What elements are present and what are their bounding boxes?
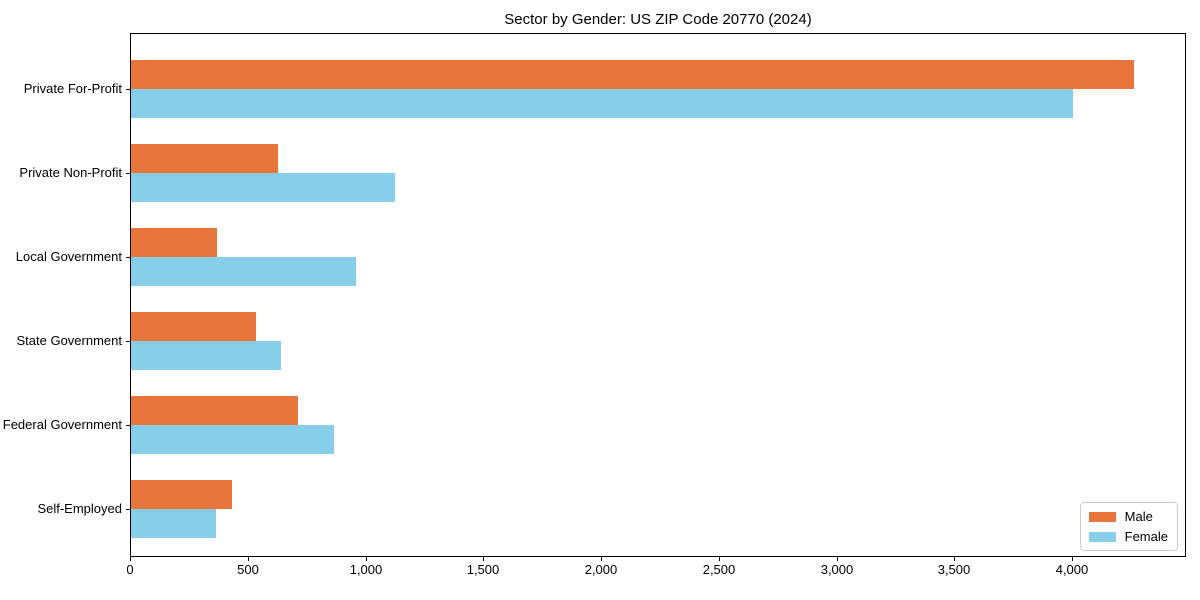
x-tick-mark [719, 557, 720, 561]
bar-female-private-for-profit [131, 89, 1073, 118]
bar-male-private-for-profit [131, 60, 1134, 89]
bar-female-self-employed [131, 509, 216, 538]
x-tick-mark [130, 557, 131, 561]
y-axis-label: Private Non-Profit [19, 165, 122, 180]
x-tick-label: 3,500 [937, 562, 971, 577]
x-tick-label: 0 [126, 562, 134, 577]
y-tick-mark [126, 425, 130, 426]
bar-male-private-non-profit [131, 144, 278, 173]
bar-male-self-employed [131, 480, 232, 509]
x-tick-label: 1,000 [349, 562, 383, 577]
y-axis-label: Federal Government [2, 417, 122, 432]
x-tick-mark [601, 557, 602, 561]
x-tick-mark [1072, 557, 1073, 561]
legend-label: Male [1124, 509, 1153, 524]
bar-male-federal-government [131, 396, 298, 425]
x-tick-label: 1,500 [466, 562, 500, 577]
y-axis-label: Self-Employed [37, 501, 122, 516]
y-axis-label: State Government [16, 333, 123, 348]
x-tick-mark [837, 557, 838, 561]
x-tick-mark [483, 557, 484, 561]
y-tick-mark [126, 89, 130, 90]
bar-female-state-government [131, 341, 281, 370]
legend: Male Female [1079, 502, 1178, 551]
bar-female-local-government [131, 257, 356, 286]
x-tick-label: 2,500 [702, 562, 736, 577]
y-axis-label: Private For-Profit [23, 81, 122, 96]
female-swatch-icon [1088, 531, 1116, 542]
x-tick-label: 4,000 [1055, 562, 1089, 577]
bar-female-private-non-profit [131, 173, 395, 202]
y-tick-mark [126, 341, 130, 342]
bar-female-federal-government [131, 425, 334, 454]
x-tick-mark [954, 557, 955, 561]
legend-item-male: Male [1088, 509, 1168, 524]
x-tick-label: 3,000 [820, 562, 854, 577]
bar-male-state-government [131, 312, 256, 341]
legend-label: Female [1124, 529, 1168, 544]
legend-item-female: Female [1088, 529, 1168, 544]
plot-area: Male Female [130, 33, 1186, 557]
y-axis-label: Local Government [15, 249, 122, 264]
y-tick-mark [126, 509, 130, 510]
chart-title: Sector by Gender: US ZIP Code 20770 (202… [504, 11, 812, 28]
y-tick-mark [126, 173, 130, 174]
x-tick-label: 2,000 [584, 562, 618, 577]
bar-male-local-government [131, 228, 217, 257]
x-tick-label: 500 [237, 562, 259, 577]
x-tick-mark [248, 557, 249, 561]
x-tick-mark [366, 557, 367, 561]
male-swatch-icon [1088, 511, 1116, 522]
y-tick-mark [126, 257, 130, 258]
